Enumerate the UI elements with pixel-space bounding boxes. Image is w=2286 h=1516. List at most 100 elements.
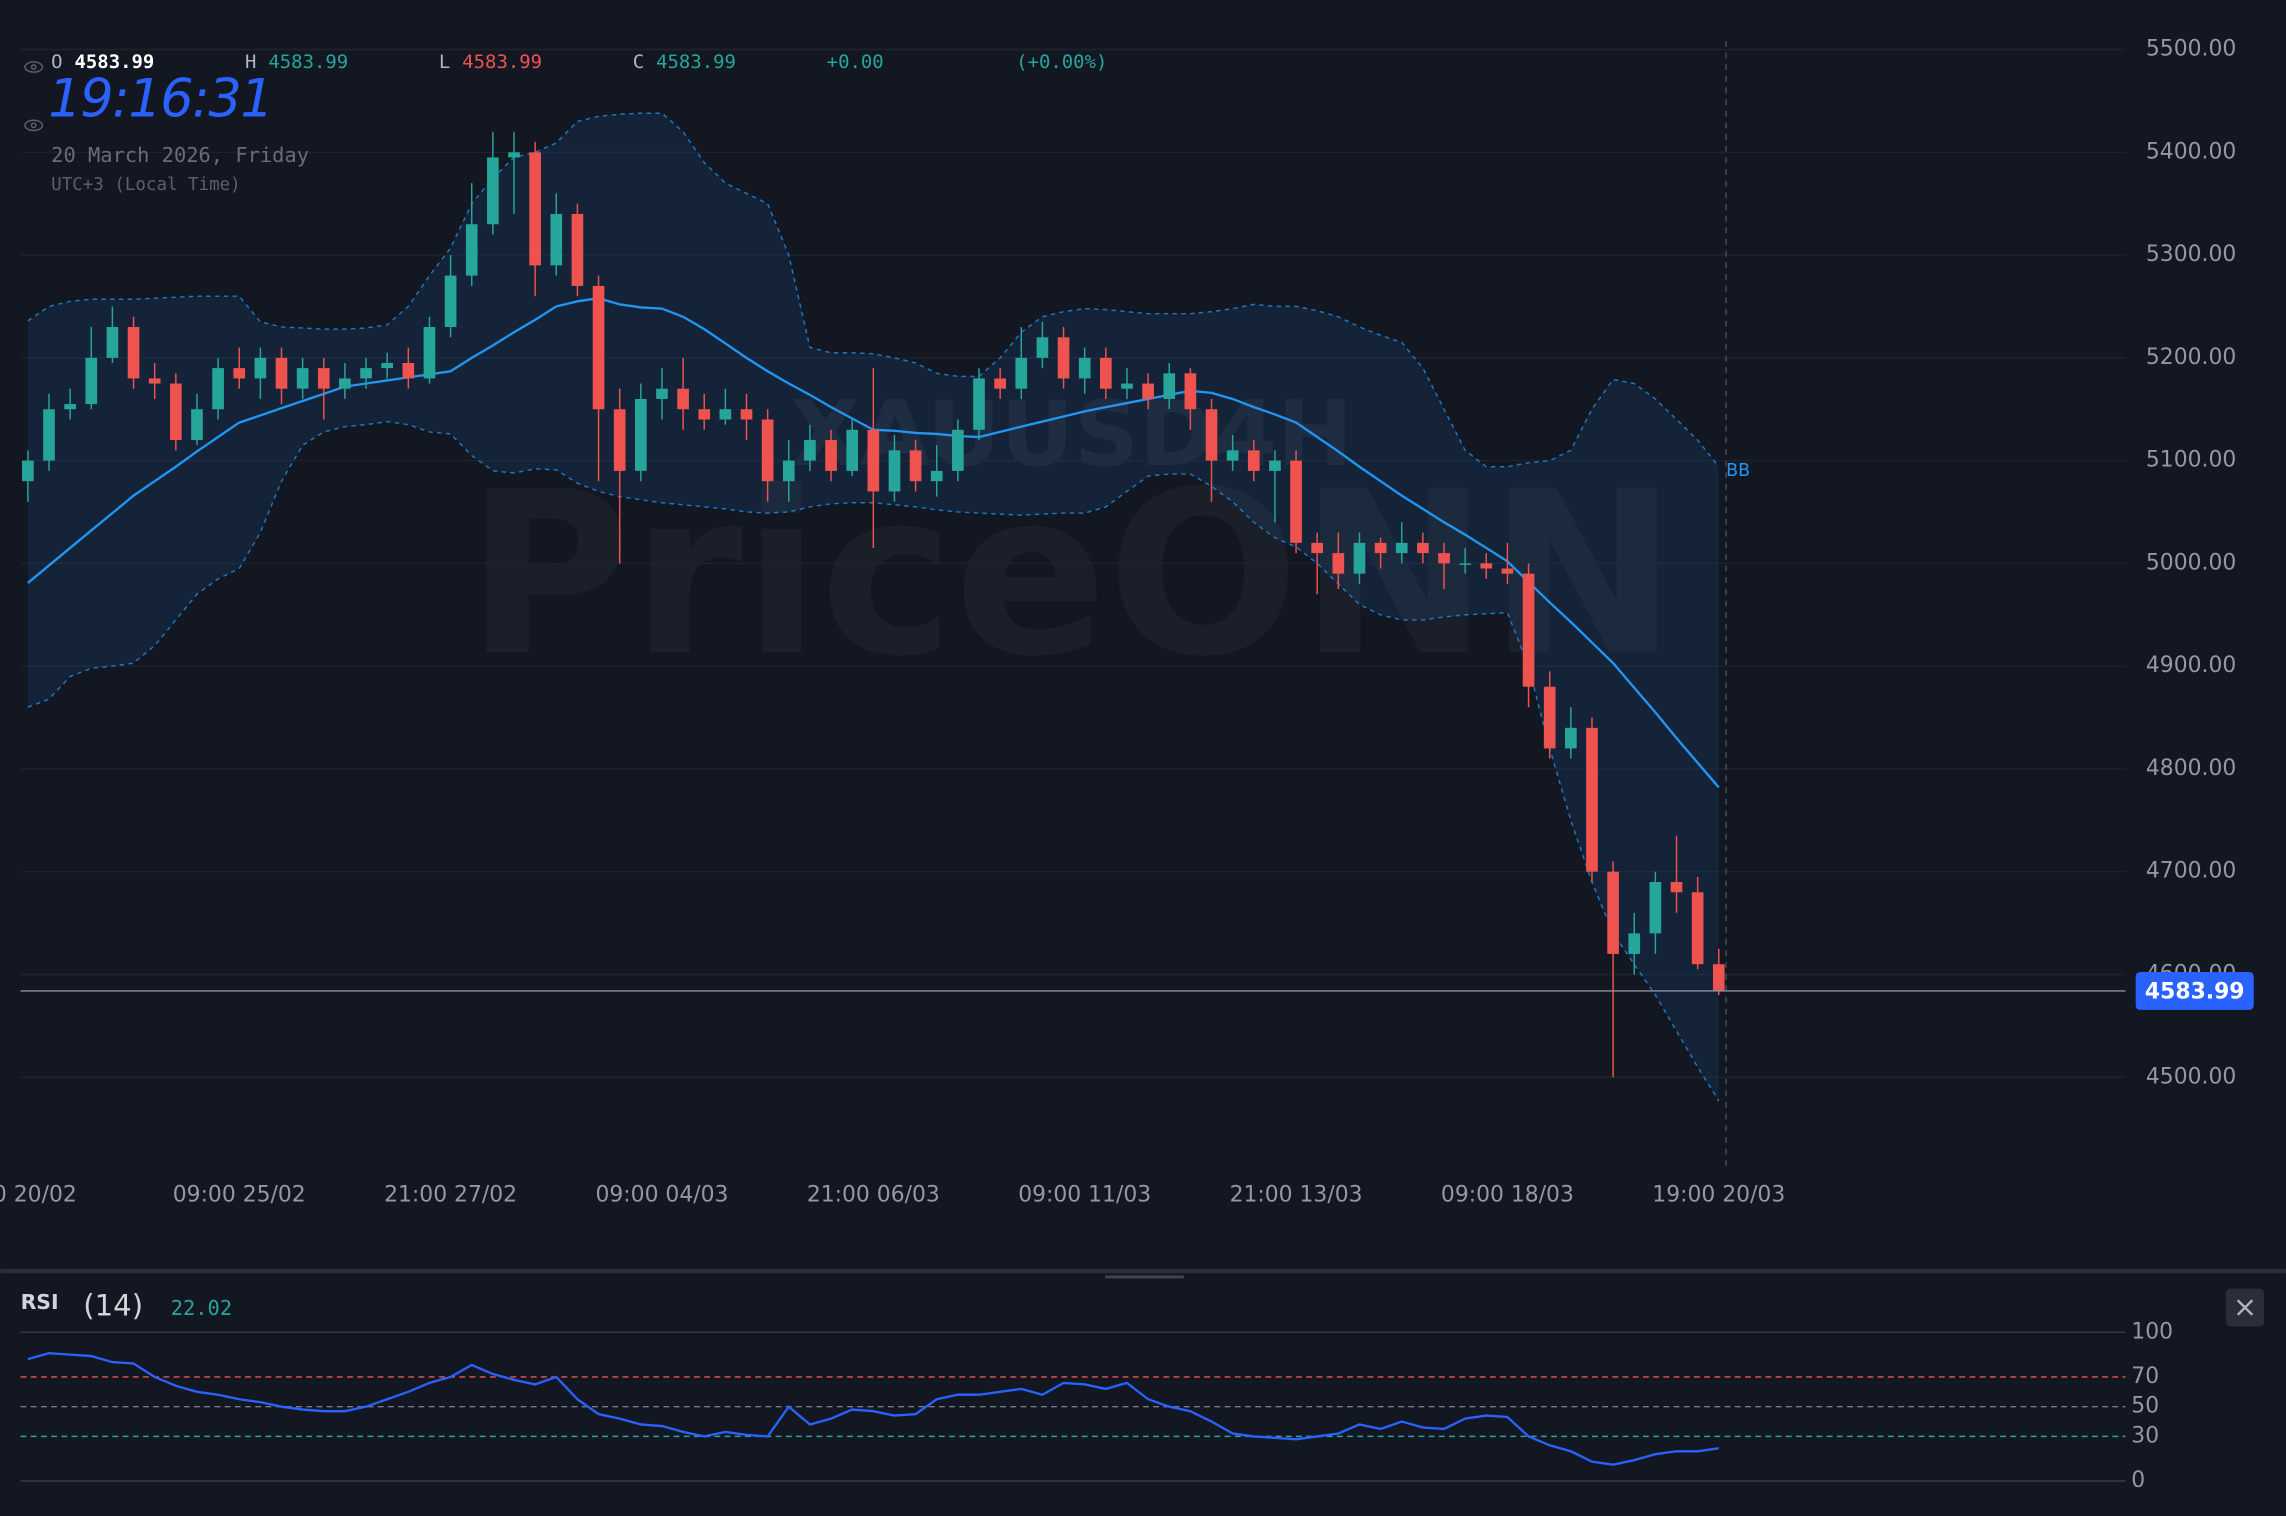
candle-body xyxy=(381,362,394,369)
candle-body xyxy=(85,357,98,405)
candle-body xyxy=(402,362,415,379)
eye-icon xyxy=(24,119,44,132)
ohlc-value: 4583.99 xyxy=(268,51,348,73)
y-tick-label: 5200.00 xyxy=(2146,345,2236,370)
candle-body xyxy=(1480,563,1493,569)
band-upper xyxy=(27,112,1720,468)
x-tick-label: 09:00 04/03 xyxy=(595,1182,728,1207)
ohlc-label: H xyxy=(245,51,256,73)
header: O 4583.99 H 4583.99 L 4583.99 C 4583.99 … xyxy=(24,51,1107,195)
close-button[interactable] xyxy=(2226,1288,2264,1327)
candle-body xyxy=(1691,892,1704,965)
candle-body xyxy=(1565,727,1577,749)
candle-body xyxy=(339,378,351,389)
candle-body xyxy=(634,398,647,471)
candle-body xyxy=(804,440,816,461)
y-tick-label: 5000.00 xyxy=(2146,550,2236,575)
candle-body xyxy=(1628,933,1641,954)
candle-body xyxy=(1374,542,1387,554)
candle-body xyxy=(1121,383,1133,389)
x-tick-label: 09:00 18/03 xyxy=(1441,1182,1574,1207)
grid xyxy=(20,48,2126,1482)
x-tick-label: 21:00 06/03 xyxy=(807,1182,940,1207)
candle-body xyxy=(22,460,34,482)
candle-body xyxy=(952,429,964,471)
candle-body xyxy=(487,157,499,225)
candle-body xyxy=(571,213,584,286)
change: +0.00 xyxy=(827,51,884,73)
y-tick-label: 4800.00 xyxy=(2146,756,2236,781)
candle-body xyxy=(1078,357,1091,379)
y-tick-label: 5500.00 xyxy=(2146,37,2236,62)
candle-body xyxy=(1353,542,1366,574)
y-tick-label: 30 xyxy=(2131,1423,2159,1448)
y-tick-label: 4900.00 xyxy=(2146,653,2236,678)
candle-body xyxy=(43,409,55,461)
candle-body xyxy=(1459,563,1471,565)
candle-body xyxy=(1586,727,1598,872)
candle-body xyxy=(867,429,880,492)
candle-body xyxy=(127,327,140,379)
y-tick-label: 70 xyxy=(2131,1364,2159,1389)
candle-body xyxy=(1501,568,1514,574)
y-tick-label: 4500.00 xyxy=(2146,1064,2236,1089)
candle-body xyxy=(296,368,309,389)
indicator-label: BB xyxy=(1726,461,1750,481)
band-fill xyxy=(27,113,1719,1101)
candle-body xyxy=(254,357,267,379)
candle-body xyxy=(677,388,689,410)
y-tick-label: 5400.00 xyxy=(2146,139,2236,164)
candle-body xyxy=(1015,357,1028,389)
x-tick-label: 21:00 27/02 xyxy=(384,1182,517,1207)
candle-body xyxy=(444,275,457,328)
candle-body xyxy=(1438,553,1450,564)
candle-body xyxy=(1163,373,1176,399)
candle-body xyxy=(846,429,859,471)
candle-body xyxy=(592,285,605,410)
candle-body xyxy=(698,409,711,420)
x-tick-label: 00 20/02 xyxy=(0,1182,77,1207)
candle-body xyxy=(1226,450,1239,461)
candle-body xyxy=(1670,881,1683,893)
candle-body xyxy=(1099,357,1112,389)
candle-body xyxy=(64,404,76,410)
ohlc-value: 4583.99 xyxy=(75,51,155,73)
x-tick-label: 19:00 20/03 xyxy=(1652,1182,1785,1207)
candle-body xyxy=(1607,871,1619,954)
clock: 19:16:31 xyxy=(48,69,272,130)
rsi-line xyxy=(27,1351,1719,1466)
ohlc-label: C xyxy=(633,51,644,73)
candle-body xyxy=(1311,542,1324,554)
candle-body xyxy=(233,368,246,379)
y-tick-label: 50 xyxy=(2131,1394,2159,1419)
y-tick-label: 5300.00 xyxy=(2146,242,2236,267)
candle-body xyxy=(360,368,372,379)
candle-body xyxy=(1142,383,1154,399)
change-percent: (+0.00%) xyxy=(1016,51,1107,73)
candle-body xyxy=(529,152,541,266)
eye-icon xyxy=(24,61,44,73)
candle-body xyxy=(275,357,288,389)
candle-body xyxy=(317,368,330,389)
candle-body xyxy=(423,327,436,379)
candle-body xyxy=(1395,542,1408,554)
candle-body xyxy=(191,409,203,441)
candle-body xyxy=(1522,573,1535,687)
candle-body xyxy=(825,440,837,471)
candle-body xyxy=(719,409,732,420)
timezone: UTC+3 (Local Time) xyxy=(51,175,240,195)
ohlc-label: L xyxy=(439,51,450,73)
candle-body xyxy=(169,383,182,441)
rsi-period: (14) xyxy=(83,1289,143,1323)
x-tick-label: 21:00 13/03 xyxy=(1230,1182,1363,1207)
candle-body xyxy=(888,450,901,492)
y-tick-label: 5100.00 xyxy=(2146,448,2236,473)
candle-body xyxy=(1036,337,1049,358)
candle-body xyxy=(1057,337,1070,379)
ohlc-label: O xyxy=(51,51,62,73)
current-price-badge xyxy=(2135,971,2254,1010)
candle-body xyxy=(1543,686,1556,749)
candle-body xyxy=(212,368,224,410)
close-icon[interactable] xyxy=(2236,1299,2254,1316)
